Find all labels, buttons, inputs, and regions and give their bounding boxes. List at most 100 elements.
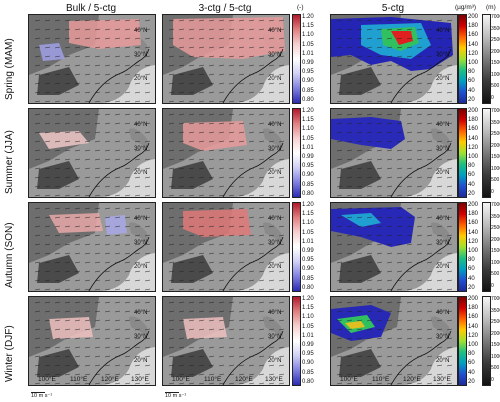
map-bulk-5ctg-summer — [28, 108, 156, 198]
elev-tick: 1000 — [491, 259, 500, 266]
map-5ctg-spring — [330, 14, 458, 104]
ratio-tick: 1.10 — [302, 126, 314, 133]
lon-label-130c: 130°E — [433, 376, 451, 383]
elev-tick: 500 — [491, 177, 500, 183]
conc-tick: 180 — [468, 117, 479, 124]
ratio-tick: 1.01 — [302, 50, 314, 57]
map-3ctg-5ctg-winter — [162, 296, 290, 386]
map-5ctg-winter — [330, 296, 458, 386]
conc-tick: 40 — [468, 181, 475, 188]
elev-tick: 0 — [491, 94, 494, 101]
map-bulk-5ctg-spring — [28, 14, 156, 104]
ratio-tick: 0.80 — [302, 284, 314, 291]
lat-label: 40°N — [436, 216, 450, 222]
row-label-autumn: Autumn (SON) — [4, 222, 15, 288]
conc-tick: 80 — [468, 351, 475, 358]
ratio-tick: 0.80 — [302, 190, 314, 197]
conc-tick: 120 — [468, 332, 479, 339]
conc-tick: 180 — [468, 305, 479, 312]
lat-label: 40°N — [134, 122, 148, 128]
conc-tick: 40 — [468, 369, 475, 376]
ratio-tick: 0.90 — [302, 360, 314, 367]
lat-label: 20°N — [268, 170, 282, 176]
map-3ctg-5ctg-autumn — [162, 202, 290, 292]
elevation-colorbar — [482, 14, 491, 104]
lat-label: 20°N — [134, 358, 148, 364]
conc-tick: 120 — [468, 144, 479, 151]
elev-tick: 2500 — [491, 37, 500, 43]
conc-tick: 40 — [468, 275, 475, 282]
lat-label: 20°N — [268, 358, 282, 364]
conc-tick: 200 — [468, 202, 479, 208]
elev-tick: 7000 — [491, 296, 500, 302]
lon-label-130: 130°E — [131, 376, 149, 383]
col-title-bulk: Bulk / 5-ctg — [65, 3, 117, 14]
map-5ctg-summer — [330, 108, 458, 198]
unit-elev: (m) — [486, 4, 496, 11]
elev-tick: 500 — [491, 271, 500, 277]
elev-tick: 1500 — [491, 60, 500, 66]
lat-label: 40°N — [268, 310, 282, 316]
elev-tick: 1000 — [491, 353, 500, 360]
ratio-tick: 1.15 — [302, 23, 314, 30]
map-bulk-5ctg-autumn — [28, 202, 156, 292]
elev-tick: 1500 — [491, 342, 500, 348]
elev-tick: 0 — [491, 188, 494, 195]
lat-label: 40°N — [436, 310, 450, 316]
map-3ctg-5ctg-summer — [162, 108, 290, 198]
row-label-summer: Summer (JJA) — [4, 130, 15, 194]
lat-label: 40°N — [134, 310, 148, 316]
concentration-colorbar — [458, 14, 467, 104]
elev-tick: 7000 — [491, 202, 500, 208]
lat-label: 30°N — [436, 334, 450, 340]
conc-tick: 40 — [468, 87, 475, 94]
ratio-tick: 1.10 — [302, 220, 314, 227]
lat-label: 40°N — [134, 216, 148, 222]
ratio-colorbar — [292, 296, 301, 386]
ratio-tick: 1.01 — [302, 238, 314, 245]
conc-tick: 200 — [468, 108, 479, 114]
lat-label: 20°N — [134, 76, 148, 82]
lat-label: 40°N — [268, 122, 282, 128]
elevation-colorbar — [482, 202, 491, 292]
conc-tick: 160 — [468, 126, 479, 133]
lat-label: 20°N — [436, 170, 450, 176]
elev-tick: 2000 — [491, 48, 500, 55]
ratio-tick: 1.05 — [302, 41, 314, 48]
lat-label: 30°N — [268, 334, 282, 340]
concentration-colorbar — [458, 202, 467, 292]
conc-tick: 100 — [468, 60, 479, 66]
ratio-tick: 1.20 — [302, 202, 314, 208]
conc-tick: 200 — [468, 296, 479, 302]
ratio-colorbar — [292, 202, 301, 292]
lat-label: 30°N — [268, 146, 282, 152]
lon-label-120: 120°E — [101, 376, 119, 383]
elev-tick: 1500 — [491, 248, 500, 254]
lat-label: 30°N — [268, 52, 282, 58]
ratio-tick: 0.85 — [302, 369, 314, 376]
conc-tick: 140 — [468, 41, 479, 48]
lat-label: 30°N — [134, 334, 148, 340]
conc-tick: 120 — [468, 50, 479, 57]
ratio-tick: 1.15 — [302, 211, 314, 218]
ratio-tick: 1.01 — [302, 332, 314, 339]
conc-tick: 60 — [468, 78, 475, 85]
unit-conc: (µg/m³) — [455, 4, 477, 11]
lat-label: 20°N — [268, 76, 282, 82]
elev-tick: 1000 — [491, 165, 500, 172]
ratio-tick: 0.99 — [302, 154, 314, 160]
elev-tick: 2500 — [491, 319, 500, 325]
elev-tick: 3500 — [491, 119, 500, 126]
lon-label-110c: 110°E — [372, 376, 390, 383]
lon-label-130b: 130°E — [265, 376, 283, 383]
lat-label: 30°N — [436, 52, 450, 58]
ratio-tick: 0.80 — [302, 378, 314, 385]
elev-tick: 2000 — [491, 236, 500, 243]
elev-tick: 2000 — [491, 330, 500, 337]
lat-label: 40°N — [436, 28, 450, 34]
ratio-colorbar — [292, 14, 301, 104]
ratio-tick: 1.05 — [302, 323, 314, 330]
elev-tick: 0 — [491, 376, 494, 383]
elev-tick: 7000 — [491, 108, 500, 114]
elev-tick: 3500 — [491, 25, 500, 32]
